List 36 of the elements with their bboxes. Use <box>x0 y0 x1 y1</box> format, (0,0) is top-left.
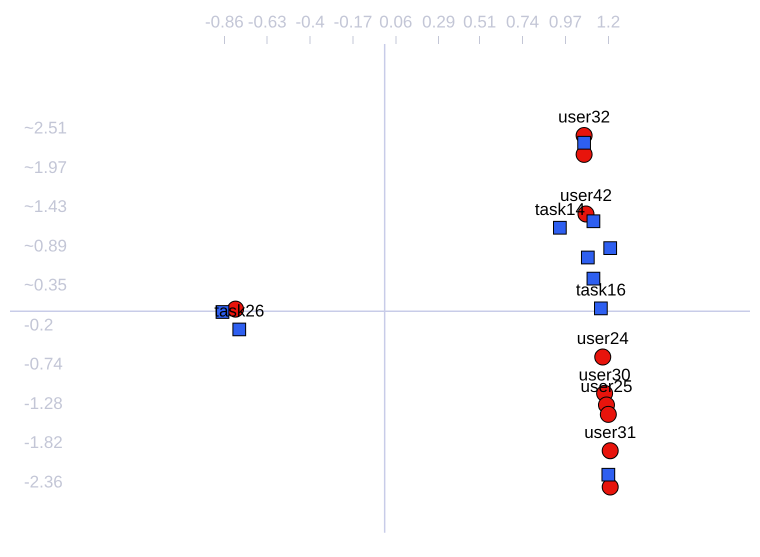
x-tick-label: 0.74 <box>506 12 540 32</box>
x-tick-label: 0.97 <box>548 12 582 32</box>
data-label: user24 <box>576 329 629 348</box>
point <box>594 348 612 366</box>
y-tick-label: ~1.43 <box>24 197 68 216</box>
point <box>586 214 600 228</box>
data-label: task26 <box>214 302 264 321</box>
point <box>577 136 591 150</box>
point <box>580 250 595 264</box>
y-tick-label: -2.36 <box>24 472 63 492</box>
y-tick-label: ~2.51 <box>24 118 68 138</box>
x-tick-label: 0.29 <box>422 12 456 32</box>
y-tick-label: -1.28 <box>24 394 63 413</box>
point <box>232 322 246 336</box>
point <box>553 220 567 235</box>
data-label: user31 <box>584 422 636 442</box>
data-label: task16 <box>576 280 626 300</box>
x-tick-label: -0.17 <box>334 12 372 32</box>
y-tick-label: -0.2 <box>24 315 54 334</box>
y-tick-label: ~0.35 <box>24 276 68 295</box>
x-tick-label: 1.2 <box>596 12 620 32</box>
point <box>602 442 619 460</box>
point <box>600 406 617 423</box>
y-tick-label: -0.74 <box>24 354 63 374</box>
point <box>594 302 608 316</box>
point <box>601 468 616 482</box>
x-tick-label: -0.63 <box>248 12 287 32</box>
x-tick-label: -0.4 <box>295 12 325 32</box>
data-label: user32 <box>558 108 610 127</box>
x-tick-label: 0.06 <box>379 12 412 32</box>
y-tick-label: ~1.97 <box>24 158 68 177</box>
y-tick-label: -1.82 <box>24 433 63 452</box>
x-tick-label: -0.86 <box>204 12 244 32</box>
point <box>603 241 618 255</box>
y-tick-label: ~0.89 <box>24 236 68 256</box>
x-tick-label: 0.51 <box>463 12 496 32</box>
